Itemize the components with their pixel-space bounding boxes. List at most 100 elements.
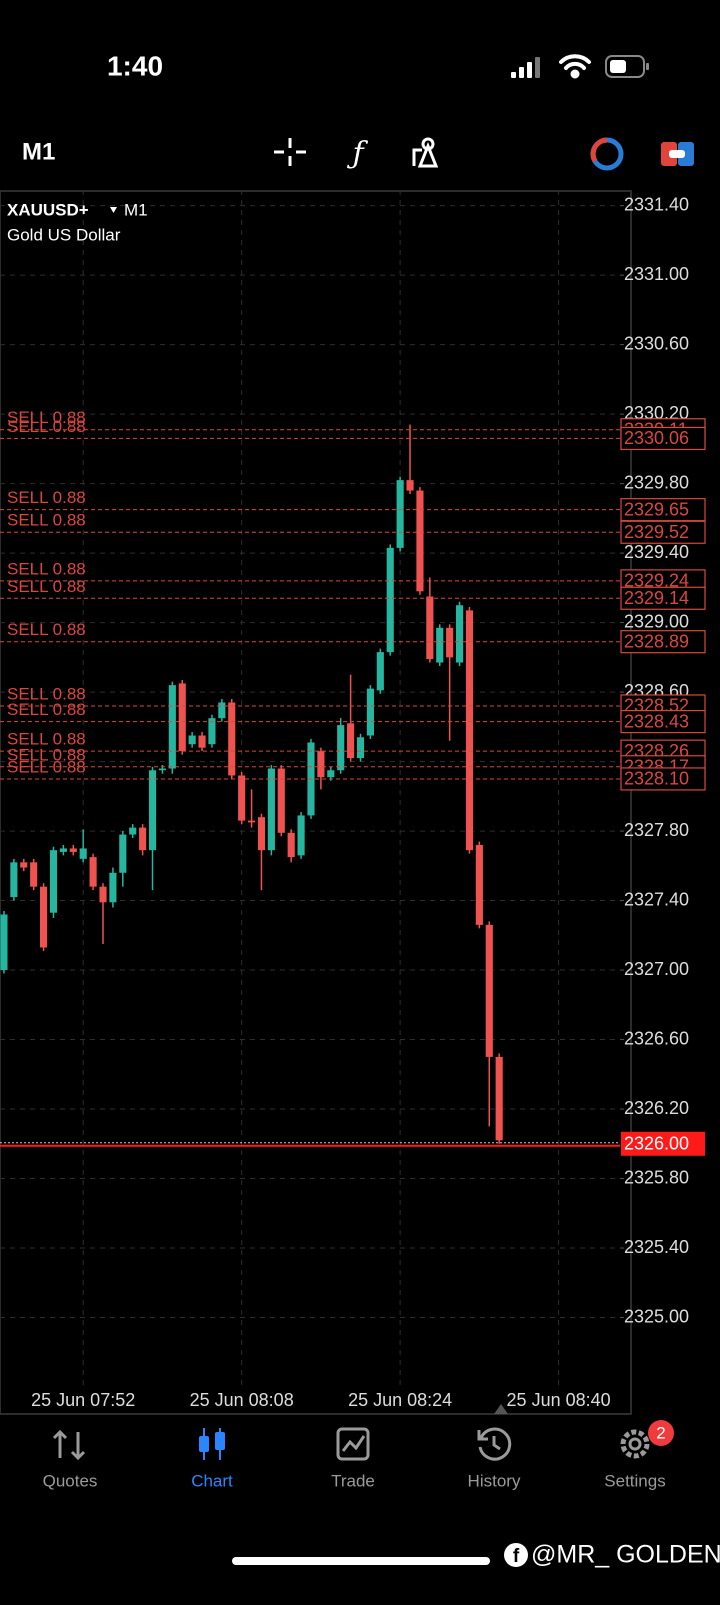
candle-body [129,827,137,835]
settings-badge [648,1420,674,1446]
one-click-trading-button[interactable] [590,137,624,171]
candle-body [277,768,285,833]
candle-body [59,848,67,852]
y-tick-label: 2325.00 [624,1306,689,1326]
candle-body [257,817,266,851]
tab-icon [620,1429,650,1459]
tab-icon [477,1427,512,1461]
candle-body [366,688,374,736]
candle-body [287,832,295,858]
symbol[interactable]: XAUUSD+ [7,200,89,219]
order-price-box [620,520,706,544]
tab-icon [628,1437,642,1451]
settings-badge-count: 2 [656,1423,665,1442]
objects-button[interactable] [412,137,439,168]
y-tick-label: 2330.20 [624,403,689,423]
timeframe-button[interactable]: M1 [22,138,55,165]
candle-body [208,718,216,745]
tab-icon [341,1435,366,1452]
tab-1[interactable]: Chart [191,1428,233,1490]
order-price: 2330.06 [624,428,689,448]
y-tick-label: 2331.00 [624,264,689,284]
order-label: SELL 0.88 [7,700,86,719]
order-label: SELL 0.88 [7,417,86,436]
candle-body [465,610,474,851]
tab-label: Chart [191,1471,233,1490]
trade-button[interactable] [661,142,694,166]
y-tick-label: 2325.80 [624,1167,689,1187]
x-tick-label: 25 Jun 07:52 [31,1390,135,1410]
tab-4[interactable]: Settings [604,1429,666,1490]
tab-label: Quotes [43,1471,98,1490]
order-label: SELL 0.88 [7,684,86,703]
candle-body [436,627,444,663]
candle-body [139,827,147,851]
candle-body [119,834,127,873]
battery-icon [605,55,649,78]
order-price: 2329.52 [624,522,689,542]
candle-body [386,547,394,653]
wifi-icon [559,54,591,79]
tab-2[interactable]: Trade [331,1427,375,1490]
order-price: 2329.65 [624,499,689,519]
y-tick-label: 2326.20 [624,1098,689,1118]
chart-shift-marker [494,1404,508,1414]
crosshair-button[interactable] [274,138,306,166]
tab-0[interactable]: Quotes [43,1429,98,1490]
candle-body [198,735,206,748]
tab-icon [336,1427,370,1461]
tab-label: Trade [331,1471,375,1490]
y-tick-label: 2326.60 [624,1028,689,1048]
symbol-dropdown-arrow[interactable] [110,207,117,213]
candle-body [248,820,256,823]
order-label: SELL 0.88 [7,577,86,596]
candle-body [297,815,305,856]
candle-body [178,683,186,752]
candle-body [446,627,454,658]
y-tick-label: 2329.80 [624,472,689,492]
candle-body [49,850,58,913]
y-tick-label: 2325.40 [624,1237,689,1257]
y-tick-label: 2329.40 [624,542,689,562]
candle-body [30,862,38,887]
order-label: SELL 0.88 [7,620,86,639]
order-price: 2329.14 [624,588,689,608]
candle-body [148,770,157,851]
candle-body [475,844,483,925]
home-indicator [232,1557,490,1565]
candle-body [396,480,404,548]
order-price-box [620,426,706,451]
y-tick-label: 2327.00 [624,959,689,979]
order-price-box [620,630,706,654]
order-label: SELL 0.88 [7,730,86,749]
symbol-description: Gold US Dollar [7,225,121,244]
x-tick-label: 25 Jun 08:08 [190,1390,294,1410]
candle-body [416,490,424,592]
candle-body [455,605,464,663]
candle-body [347,723,355,759]
candle-body [228,702,236,776]
current-price-label: 2326.00 [624,1134,689,1154]
tab-label: History [468,1471,521,1490]
order-price: 2328.43 [624,711,689,731]
plot-area: 2331.40 2331.00 2330.60 2330.20 2329.80 2329.… [0,190,706,1410]
order-price-box [620,767,706,791]
chart-timeframe: M1 [124,200,148,219]
tab-icon [215,1432,225,1450]
x-tick-label: 25 Jun 08:24 [348,1390,452,1410]
tab-3[interactable]: History [468,1427,521,1490]
x-tick-label: 25 Jun 08:40 [507,1390,611,1410]
candle-body [79,848,87,859]
candle-body [0,914,8,971]
indicators-button[interactable]: ƒ [346,136,368,171]
candle-body [267,768,275,851]
candle-body [99,886,107,903]
y-tick-label: 2327.80 [624,820,689,840]
tab-label: Settings [604,1471,665,1490]
candle-body [406,480,414,491]
candle-body [218,702,226,719]
status-time: 1:40 [107,50,163,81]
candle-body [317,751,325,778]
tab-bar: Quotes Chart Trade History Settings 2 [43,1420,674,1490]
